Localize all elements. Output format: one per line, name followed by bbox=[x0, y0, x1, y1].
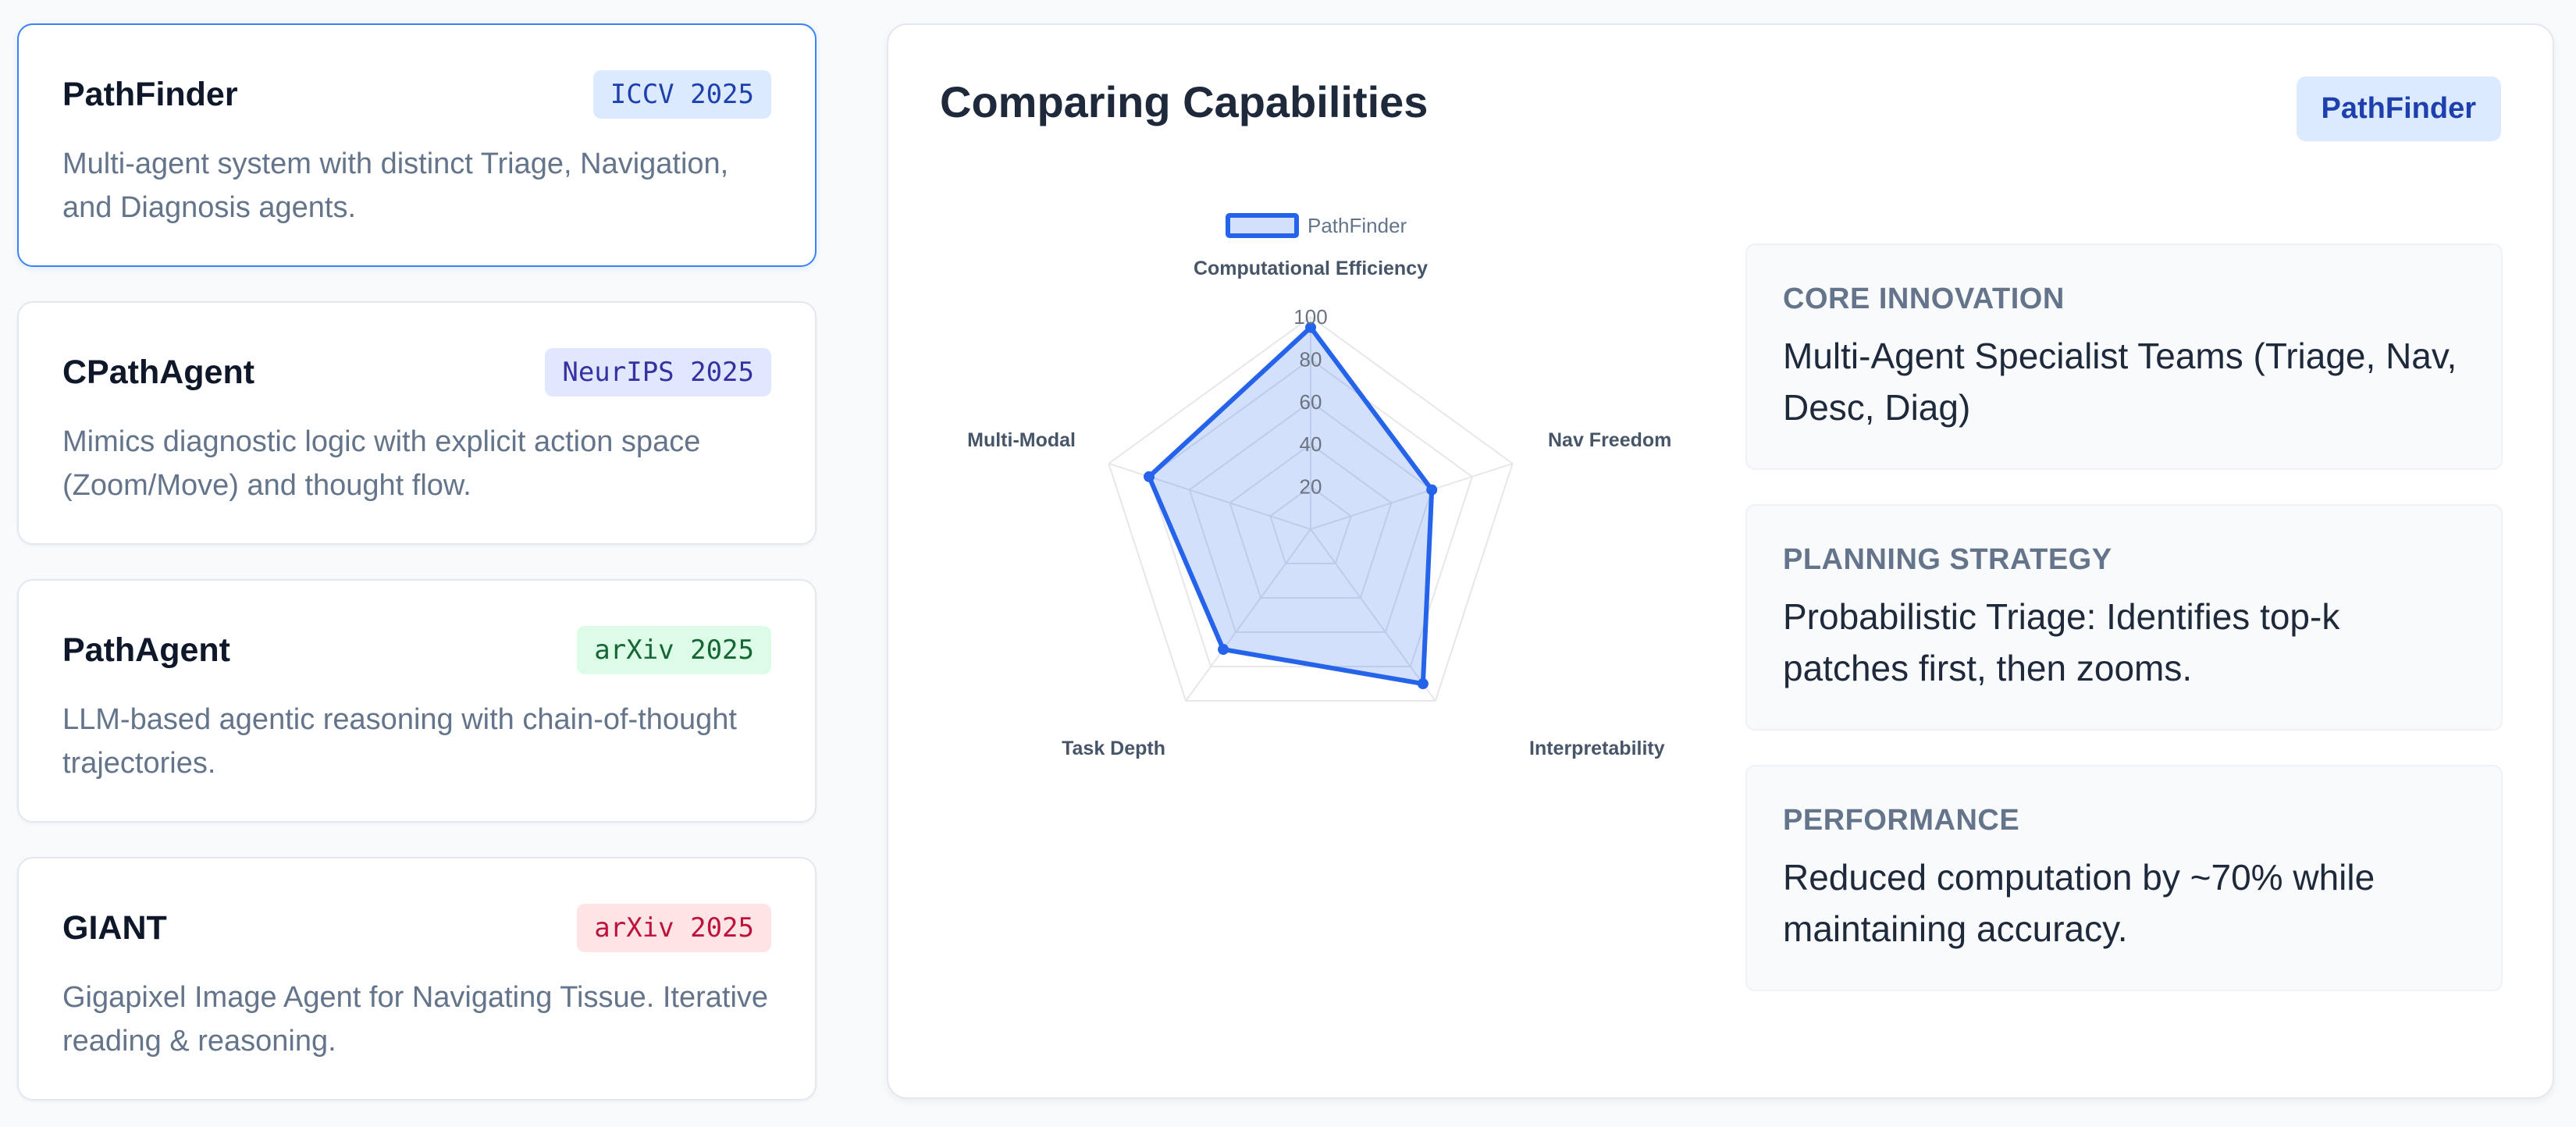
card-header: PathFinder ICCV 2025 bbox=[62, 69, 771, 120]
radar-chart: 20 40 60 80 100 Computational Efficiency Nav F… bbox=[967, 213, 1671, 759]
radar-axis-label: Interpretability bbox=[1529, 738, 1665, 759]
radar-point bbox=[1305, 322, 1316, 333]
paper-card-cpathagent[interactable]: CPathAgent NeurIPS 2025 Mimics diagnosti… bbox=[17, 301, 817, 545]
card-description: LLM-based agentic reasoning with chain-o… bbox=[62, 703, 737, 780]
radar-tick-label: 20 bbox=[1300, 475, 1322, 499]
radar-axis-label: Multi-Modal bbox=[967, 429, 1076, 451]
info-text: Multi-Agent Specialist Teams (Triage, Na… bbox=[1783, 336, 2457, 428]
radar-axis-label: Nav Freedom bbox=[1548, 429, 1671, 451]
info-planning-strategy: PLANNING STRATEGY Probabilistic Triage: … bbox=[1745, 504, 2503, 731]
card-title: GIANT bbox=[62, 908, 167, 947]
card-header: GIANT arXiv 2025 bbox=[62, 902, 771, 954]
radar-point bbox=[1417, 678, 1429, 690]
card-description: Mimics diagnostic logic with explicit ac… bbox=[62, 425, 701, 502]
panel-title: Comparing Capabilities bbox=[940, 77, 1429, 126]
info-label: PERFORMANCE bbox=[1783, 804, 2020, 837]
info-label: PLANNING STRATEGY bbox=[1783, 543, 2112, 576]
radar-axis-label: Computational Efficiency bbox=[1194, 258, 1428, 279]
radar-tick-label: 40 bbox=[1300, 432, 1322, 456]
radar-spoke bbox=[1310, 462, 1513, 530]
selected-model-pill: PathFinder bbox=[2296, 76, 2501, 141]
card-description: Gigapixel Image Agent for Navigating Tis… bbox=[62, 981, 769, 1058]
radar-point bbox=[1218, 644, 1229, 656]
legend-label: PathFinder bbox=[1308, 214, 1407, 237]
card-title: PathAgent bbox=[62, 631, 230, 669]
card-title: CPathAgent bbox=[62, 353, 255, 391]
venue-badge: ICCV 2025 bbox=[592, 70, 771, 119]
radar-tick-label: 80 bbox=[1300, 347, 1322, 371]
radar-spoke bbox=[1185, 528, 1311, 702]
radar-grid-ring bbox=[1108, 315, 1514, 702]
radar-point bbox=[1426, 484, 1438, 496]
venue-badge: arXiv 2025 bbox=[577, 626, 771, 674]
venue-badge: NeurIPS 2025 bbox=[545, 348, 771, 396]
radar-tick-label: 60 bbox=[1300, 390, 1322, 414]
radar-axis-label: Task Depth bbox=[1062, 738, 1165, 759]
radar-grid-ring bbox=[1269, 485, 1352, 565]
radar-tick-label: 100 bbox=[1293, 305, 1327, 329]
paper-card-pathagent[interactable]: PathAgent arXiv 2025 LLM-based agentic r… bbox=[17, 579, 817, 823]
card-description: Multi-agent system with distinct Triage,… bbox=[62, 148, 729, 224]
info-core-innovation: CORE INNOVATION Multi-Agent Specialist T… bbox=[1745, 244, 2503, 470]
info-text: Reduced computation by ~70% while mainta… bbox=[1783, 857, 2375, 949]
info-text: Probabilistic Triage: Identifies top-k p… bbox=[1783, 596, 2340, 688]
radar-grid-ring bbox=[1188, 400, 1433, 634]
radar-grid-ring bbox=[1229, 443, 1393, 599]
info-performance: PERFORMANCE Reduced computation by ~70% … bbox=[1745, 765, 2503, 991]
paper-card-giant[interactable]: GIANT arXiv 2025 Gigapixel Image Agent f… bbox=[17, 857, 817, 1100]
radar-spoke bbox=[1108, 462, 1311, 530]
info-label: CORE INNOVATION bbox=[1783, 283, 2065, 315]
legend-swatch bbox=[1226, 213, 1299, 238]
comparison-panel: Comparing Capabilities PathFinder 20 40 60… bbox=[887, 23, 2554, 1099]
card-header: PathAgent arXiv 2025 bbox=[62, 624, 771, 676]
card-title: PathFinder bbox=[62, 75, 238, 113]
venue-badge: arXiv 2025 bbox=[577, 904, 771, 952]
paper-card-pathfinder[interactable]: PathFinder ICCV 2025 Multi-agent system … bbox=[17, 23, 817, 267]
card-header: CPathAgent NeurIPS 2025 bbox=[62, 347, 771, 398]
radar-point bbox=[1144, 471, 1155, 482]
radar-series-area bbox=[1147, 325, 1435, 687]
radar-spoke bbox=[1310, 528, 1436, 702]
